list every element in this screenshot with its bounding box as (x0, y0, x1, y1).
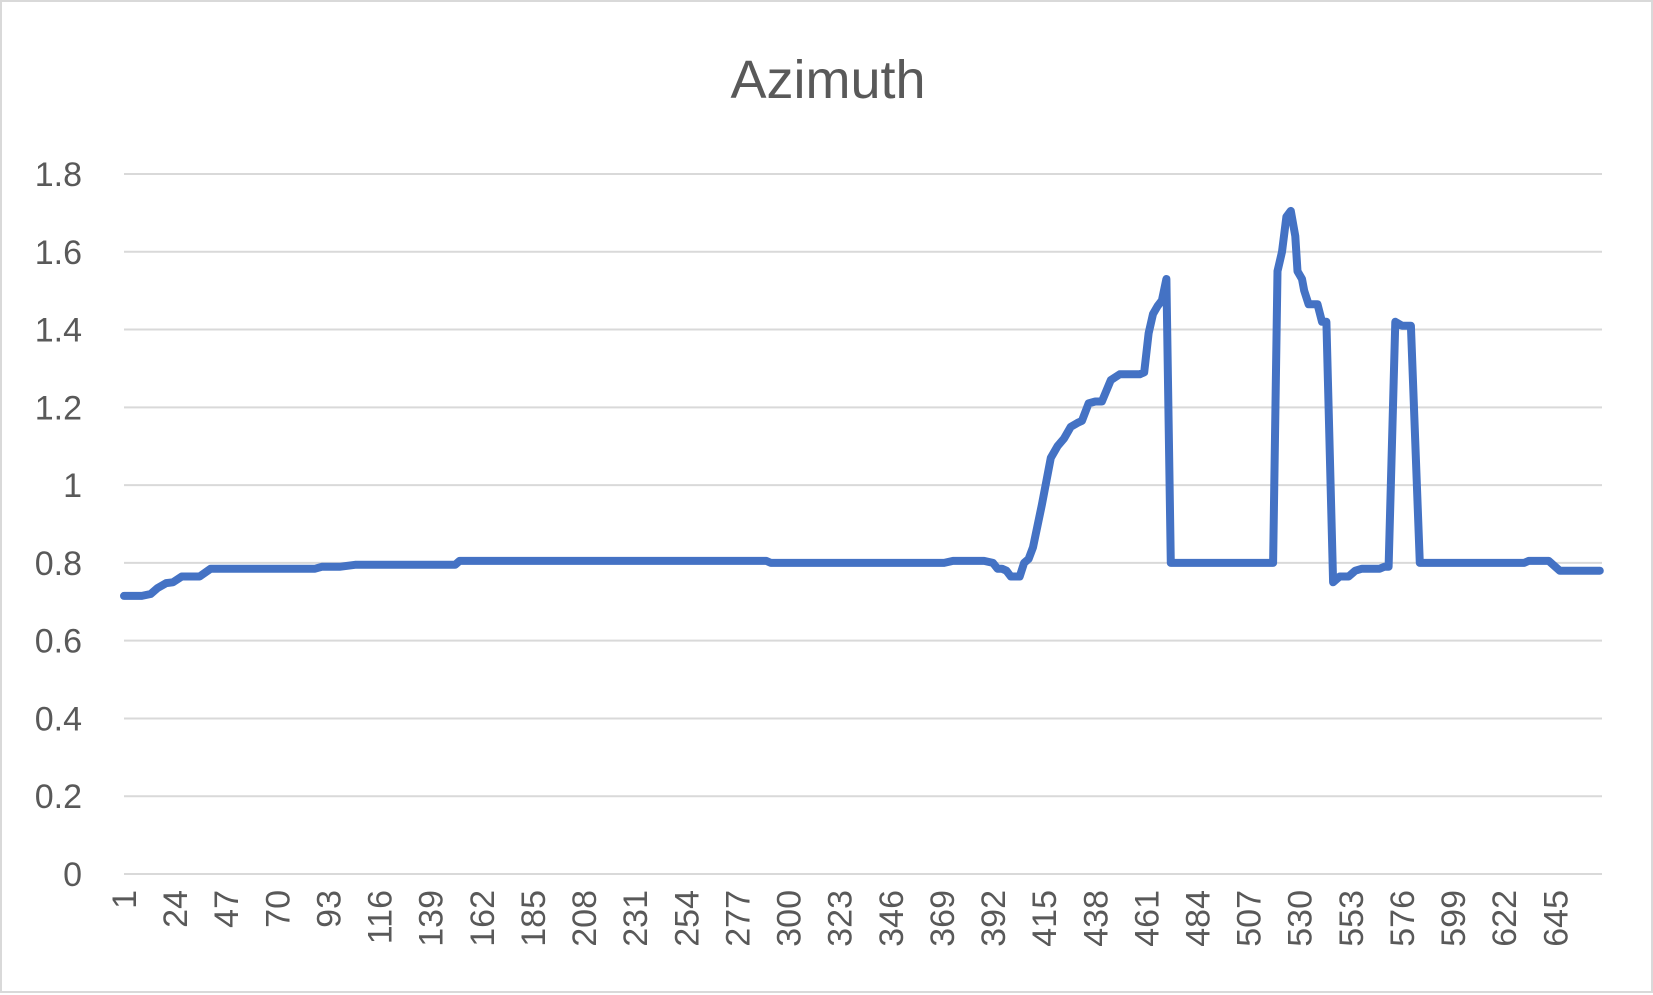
y-axis-tick-labels: 0 0.2 0.4 0.6 0.8 1 1.2 1.4 1.6 1.8 (35, 156, 82, 894)
x-tick-label: 392 (975, 890, 1013, 947)
y-tick-label: 1.6 (35, 234, 82, 272)
y-tick-label: 1 (63, 467, 82, 505)
x-tick-label: 553 (1333, 890, 1371, 947)
y-tick-label: 0 (63, 856, 82, 894)
x-tick-label: 323 (822, 890, 860, 947)
x-tick-label: 24 (157, 890, 195, 928)
x-tick-label: 369 (924, 890, 962, 947)
y-tick-label: 1.2 (35, 389, 82, 427)
x-tick-label: 1 (106, 890, 144, 909)
y-tick-label: 1.8 (35, 156, 82, 194)
x-tick-label: 530 (1282, 890, 1320, 947)
x-tick-label: 346 (873, 890, 911, 947)
x-tick-label: 70 (259, 890, 297, 928)
x-tick-label: 254 (668, 890, 706, 947)
y-tick-label: 1.4 (35, 312, 82, 350)
x-tick-label: 507 (1231, 890, 1269, 947)
x-tick-label: 645 (1537, 890, 1575, 947)
series-layer (120, 206, 1604, 600)
x-tick-label: 47 (208, 890, 246, 928)
x-tick-label: 93 (310, 890, 348, 928)
x-tick-label: 438 (1077, 890, 1115, 947)
series-line-0 (120, 206, 1604, 600)
y-tick-label: 0.2 (35, 778, 82, 816)
y-tick-label: 0.8 (35, 545, 82, 583)
x-tick-label: 208 (566, 890, 604, 947)
x-tick-label: 231 (617, 890, 655, 947)
chart-title: Azimuth (730, 50, 925, 110)
x-axis-tick-labels: 1 24 47 70 93 116 139 162 185 208 231 254 277 300 323 3… (106, 890, 1575, 947)
x-tick-label: 300 (771, 890, 809, 947)
x-tick-label: 576 (1384, 890, 1422, 947)
x-tick-label: 139 (413, 890, 451, 947)
x-tick-label: 162 (464, 890, 502, 947)
x-tick-label: 116 (362, 890, 400, 944)
x-tick-label: 415 (1026, 890, 1064, 947)
x-tick-label: 622 (1486, 890, 1524, 947)
x-tick-label: 599 (1435, 890, 1473, 947)
x-tick-label: 185 (515, 890, 553, 947)
x-tick-label: 484 (1179, 890, 1217, 947)
gridlines (124, 173, 1602, 875)
y-tick-label: 0.4 (35, 700, 82, 738)
x-tick-label: 461 (1128, 890, 1166, 947)
y-tick-label: 0.6 (35, 623, 82, 661)
x-tick-label: 277 (719, 890, 757, 947)
